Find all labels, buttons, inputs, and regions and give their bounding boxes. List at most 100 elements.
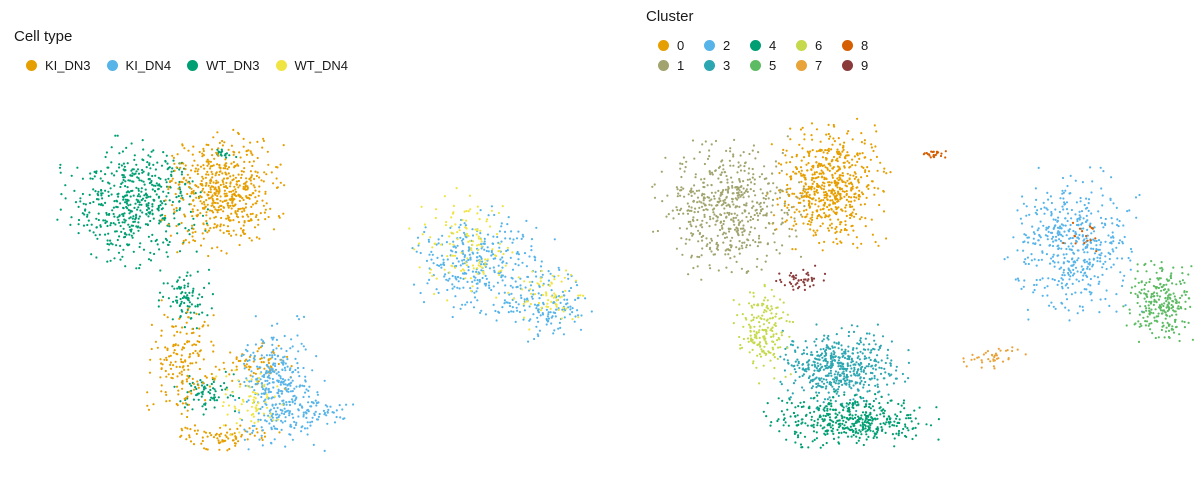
- data-point: [841, 174, 845, 177]
- data-point: [269, 412, 272, 415]
- data-point: [783, 204, 786, 207]
- data-point: [273, 427, 276, 430]
- data-point: [477, 264, 480, 267]
- data-point: [252, 360, 255, 363]
- data-point: [808, 193, 811, 196]
- data-point: [531, 270, 534, 273]
- data-point: [183, 326, 186, 329]
- data-point: [813, 187, 816, 190]
- data-point: [736, 214, 739, 217]
- data-point: [776, 203, 779, 206]
- data-point: [704, 140, 707, 143]
- data-point: [821, 249, 824, 252]
- data-point: [181, 402, 184, 405]
- data-point: [246, 379, 249, 382]
- data-point: [238, 151, 241, 154]
- data-point: [727, 188, 730, 191]
- data-point: [302, 415, 305, 418]
- data-point: [130, 230, 133, 233]
- data-point: [221, 144, 224, 147]
- data-point: [577, 296, 580, 300]
- data-point: [826, 381, 829, 384]
- data-point: [1033, 258, 1036, 261]
- data-point: [229, 219, 232, 222]
- data-point: [676, 208, 679, 212]
- data-point: [839, 143, 842, 146]
- data-point: [695, 189, 698, 192]
- data-point: [219, 229, 222, 232]
- data-point: [245, 400, 248, 403]
- data-point: [245, 150, 248, 153]
- data-point: [671, 209, 674, 212]
- data-point: [667, 213, 670, 216]
- data-point: [479, 209, 482, 212]
- data-point: [95, 226, 98, 229]
- data-point: [251, 391, 254, 394]
- data-point: [833, 196, 837, 200]
- data-point: [222, 210, 225, 213]
- data-point: [864, 372, 867, 375]
- data-point: [149, 195, 152, 198]
- data-point: [817, 354, 820, 357]
- data-point: [829, 372, 832, 375]
- data-point: [224, 393, 227, 396]
- data-point: [852, 363, 855, 366]
- data-point: [468, 253, 471, 256]
- data-point: [281, 403, 284, 406]
- data-point: [856, 325, 859, 328]
- data-point: [537, 308, 540, 311]
- data-point: [218, 448, 221, 451]
- data-point: [735, 188, 739, 191]
- data-point: [146, 404, 149, 407]
- data-point: [183, 406, 186, 409]
- data-point: [836, 160, 839, 163]
- data-point: [729, 227, 732, 230]
- data-point: [159, 204, 162, 207]
- data-point: [574, 315, 577, 318]
- data-point: [203, 447, 206, 450]
- data-point: [107, 213, 111, 216]
- data-point: [213, 406, 216, 409]
- data-point: [230, 190, 233, 193]
- data-point: [817, 205, 820, 208]
- data-point: [1067, 260, 1071, 263]
- data-point: [1121, 284, 1124, 288]
- data-point: [152, 163, 155, 166]
- data-point: [120, 182, 123, 185]
- data-point: [469, 208, 472, 211]
- data-point: [243, 209, 246, 212]
- data-point: [745, 204, 748, 207]
- data-point: [232, 373, 235, 376]
- data-point: [466, 257, 469, 260]
- data-point: [536, 282, 539, 285]
- data-point: [158, 184, 161, 187]
- data-point: [1116, 257, 1119, 260]
- data-point: [484, 282, 488, 285]
- data-point: [688, 238, 691, 241]
- data-point: [811, 138, 814, 141]
- data-point: [276, 385, 279, 388]
- data-point: [1083, 203, 1086, 207]
- data-point: [221, 150, 224, 153]
- data-point: [1090, 212, 1093, 215]
- data-point: [471, 270, 474, 273]
- data-point: [701, 219, 704, 222]
- data-point: [226, 202, 229, 205]
- data-point: [826, 398, 829, 401]
- data-point: [178, 250, 182, 253]
- data-point: [314, 399, 317, 402]
- data-point: [273, 395, 276, 398]
- data-point: [56, 218, 59, 221]
- data-point: [271, 377, 274, 381]
- data-point: [771, 204, 774, 207]
- data-point: [267, 374, 270, 377]
- data-point: [850, 367, 853, 370]
- data-point: [811, 216, 814, 219]
- data-point: [173, 217, 176, 220]
- data-point: [231, 179, 234, 182]
- data-point: [185, 332, 188, 335]
- data-point: [206, 231, 209, 234]
- data-point: [488, 225, 492, 228]
- data-point: [264, 401, 267, 404]
- data-point: [1097, 210, 1100, 213]
